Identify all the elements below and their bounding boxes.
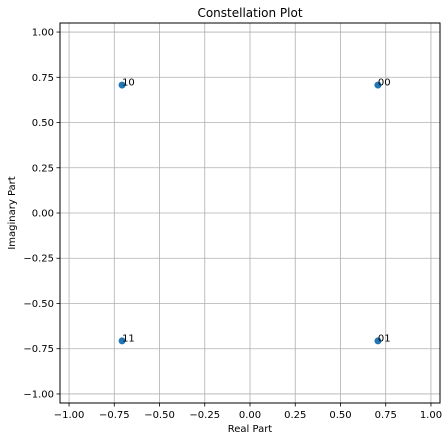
data-point-00	[374, 81, 382, 89]
x-axis-label: Real Part	[228, 424, 273, 435]
y-tick-label: −1.00	[23, 389, 54, 400]
data-point-label-10: 10	[122, 78, 135, 89]
data-point-01	[374, 337, 382, 345]
y-tick-label: 0.00	[32, 209, 54, 220]
x-tick-label: 0.00	[239, 410, 261, 421]
x-tick-label: 0.25	[284, 410, 306, 421]
y-tick-label: 0.50	[32, 118, 54, 129]
y-tick-label: −0.50	[23, 299, 54, 310]
grid	[60, 23, 440, 403]
x-tick-label: −0.50	[144, 410, 175, 421]
y-tick-label: −0.25	[23, 254, 54, 265]
y-tick-label: −0.75	[23, 344, 54, 355]
x-tick-label: 0.50	[329, 410, 351, 421]
chart-title: Constellation Plot	[197, 6, 302, 20]
data-point-10	[118, 81, 126, 89]
data-point-label-01: 01	[378, 333, 391, 344]
x-tick-label: 0.75	[375, 410, 397, 421]
y-tick-label: 0.75	[32, 73, 54, 84]
x-tick-label: −0.75	[99, 410, 130, 421]
x-tick-label: −0.25	[189, 410, 220, 421]
plot-frame	[59, 22, 441, 404]
y-axis-label: Imaginary Part	[7, 176, 18, 249]
x-tick-label: −1.00	[54, 410, 85, 421]
data-point-11	[118, 337, 126, 345]
y-tick-label: 0.25	[32, 163, 54, 174]
data-points: 00 01 10 11	[118, 78, 391, 345]
data-point-label-11: 11	[122, 333, 135, 344]
y-tick-label: 1.00	[32, 28, 54, 39]
data-point-label-00: 00	[378, 78, 391, 89]
x-tick-label: 1.00	[420, 410, 442, 421]
ticks: −1.00 −0.75 −0.50 −0.25 0.00 0.25 0.50 0.75 1.00…	[23, 28, 442, 421]
